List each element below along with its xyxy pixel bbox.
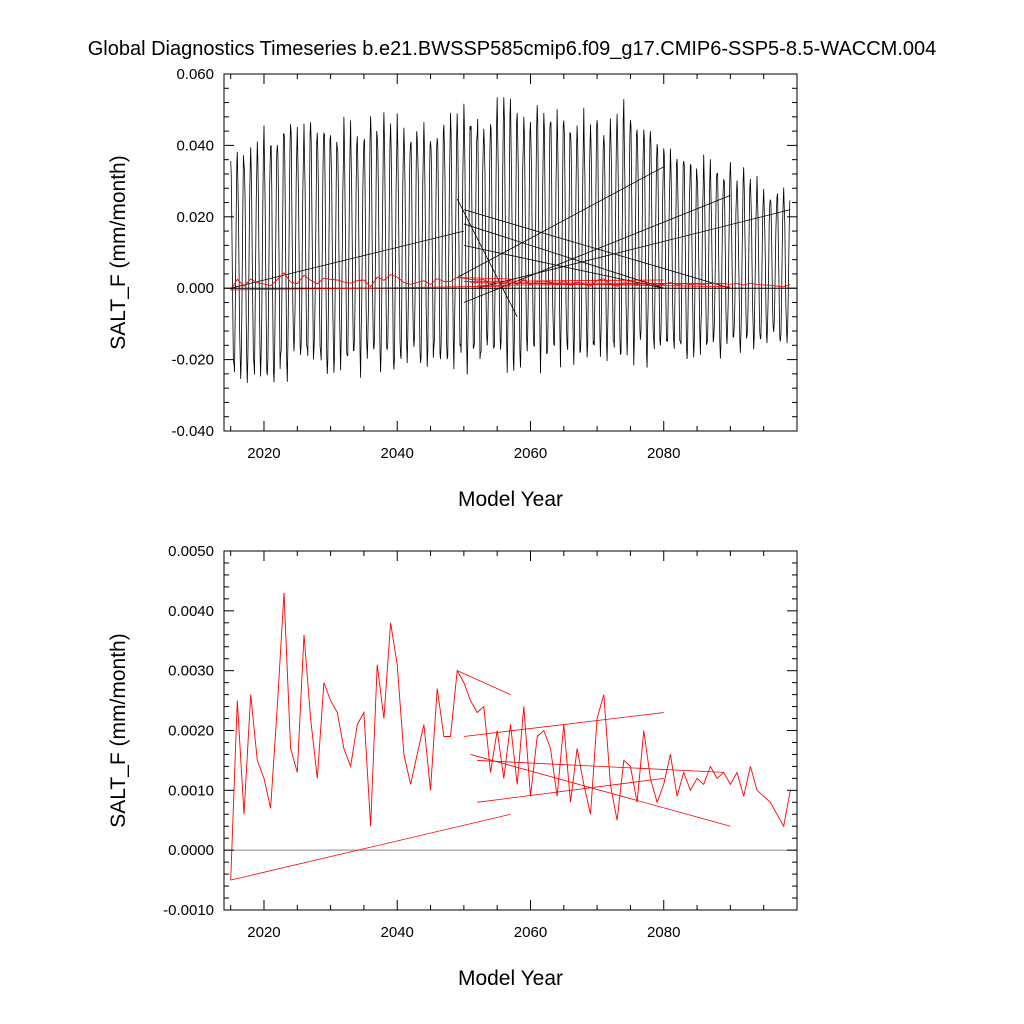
series-connector-0-5	[477, 760, 724, 773]
series-connector-1-1	[457, 277, 511, 280]
series-connector-0-3	[463, 223, 664, 289]
bottom-panel: 2020 2040 2060 2080 -0.0010 0.0000 0.0010 0.002…	[107, 543, 798, 990]
x-tick-label: 2060	[514, 924, 547, 941]
series-connector-0-5	[463, 195, 731, 303]
x-tick-label: 2020	[247, 445, 280, 462]
series-connector-1-4	[477, 283, 664, 286]
x-tick-label: 2020	[247, 924, 280, 941]
chart-title: Global Diagnostics Timeseries b.e21.BWSS…	[87, 38, 937, 60]
series-connector-0-7	[463, 244, 664, 289]
series-connector-0-1	[457, 670, 511, 695]
y-tick-label: 0.0030	[168, 663, 214, 680]
x-tick-label: 2040	[381, 924, 414, 941]
series-connector-1-5	[477, 282, 724, 284]
y-tick-label: 0.0020	[168, 723, 214, 740]
plot-area	[224, 97, 797, 383]
x-tick-label: 2060	[514, 445, 547, 462]
y-axis-title: SALT_F (mm/month)	[107, 633, 130, 827]
series-connector-0-2	[463, 712, 664, 737]
y-tick-label: 0.020	[176, 209, 214, 226]
x-axis-title: Model Year	[458, 967, 563, 990]
y-tick-label: -0.040	[171, 423, 214, 440]
y-axis-title: SALT_F (mm/month)	[107, 155, 130, 349]
series-connector-1-2	[463, 279, 664, 282]
series-connector-0-3	[470, 754, 731, 827]
plot-frame	[223, 73, 798, 432]
series-connector-0-6	[477, 209, 791, 289]
x-axis-title: Model Year	[458, 488, 563, 511]
y-tick-label: 0.040	[176, 137, 214, 154]
y-tick-label: 0.060	[176, 66, 214, 83]
y-tick-label: 0.000	[176, 280, 214, 297]
y-tick-label: -0.020	[171, 352, 214, 369]
x-tick-label: 2080	[647, 924, 680, 941]
series-connector-0-1	[456, 198, 518, 317]
series-connector-0-0	[230, 230, 464, 289]
y-tick-label: 0.0040	[168, 603, 214, 620]
y-tick-label: -0.0010	[163, 902, 214, 919]
series-connector-0-4	[477, 777, 664, 803]
plot-area	[224, 592, 797, 881]
x-tick-label: 2040	[381, 445, 414, 462]
y-tick-label: 0.0010	[168, 782, 214, 799]
series-connector-0-0	[230, 813, 511, 881]
top-panel: 2020 2040 2060 2080 -0.040 -0.020 0.000 0.020 0.…	[107, 66, 798, 511]
series-connector-0-4	[457, 166, 664, 278]
series-annual-line	[230, 592, 791, 881]
series-monthly-line	[230, 97, 791, 383]
series-connector-1-0	[230, 285, 511, 291]
y-tick-label: 0.0050	[168, 543, 214, 560]
y-tick-label: 0.0000	[168, 842, 214, 859]
x-tick-label: 2080	[647, 445, 680, 462]
